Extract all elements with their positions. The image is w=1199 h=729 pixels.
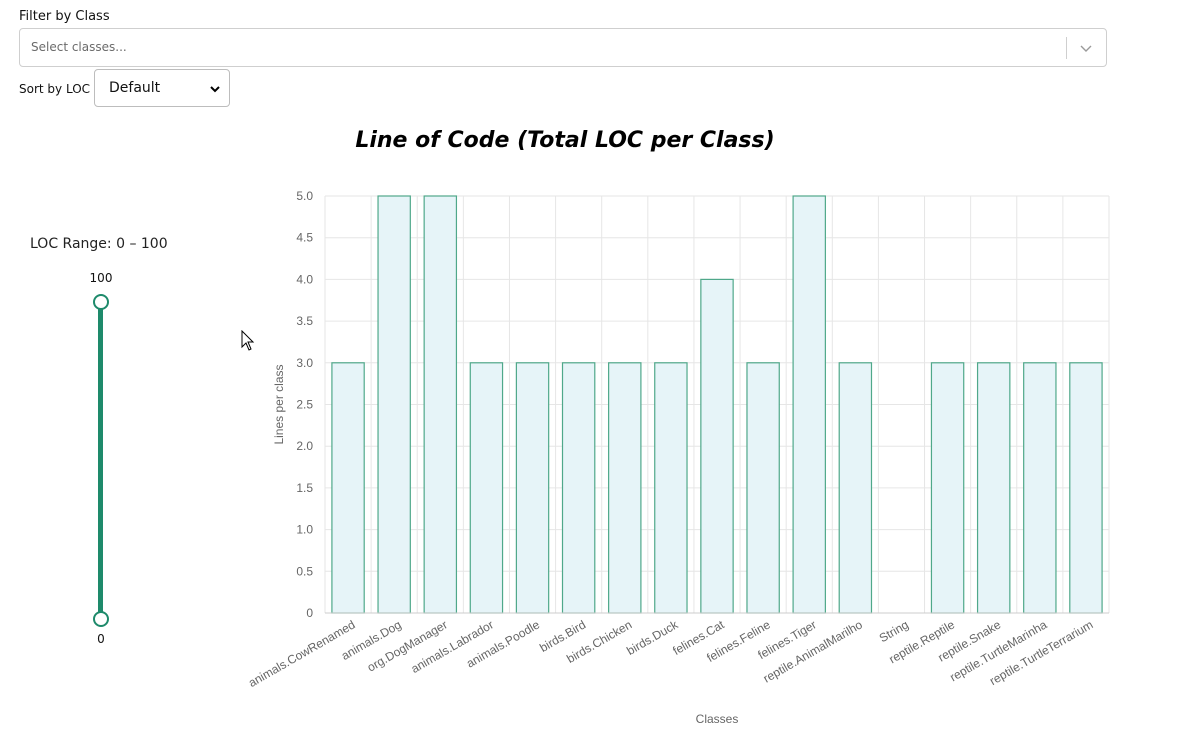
x-tick-label: org.DogManager [365, 617, 450, 674]
y-axis-title: Lines per class [272, 364, 286, 444]
select-separator [1066, 37, 1067, 59]
y-tick-label: 4.5 [296, 231, 313, 245]
y-tick-label: 4.0 [296, 272, 313, 286]
y-tick-label: 5.0 [296, 189, 313, 203]
sort-selected-value: Default [109, 80, 161, 96]
class-filter-placeholder: Select classes... [31, 40, 127, 54]
slider-max-label: 100 [89, 271, 113, 285]
bar [515, 362, 550, 614]
x-tick-label: String [877, 617, 911, 645]
y-tick-label: 2.5 [296, 398, 313, 412]
bar [838, 362, 873, 614]
bar [469, 362, 504, 614]
bar [1023, 362, 1057, 614]
bar [423, 195, 458, 614]
bar [331, 362, 365, 614]
sort-select[interactable]: Default [94, 69, 230, 107]
y-tick-label: 1.0 [296, 523, 313, 537]
x-tick-label: birds.Duck [624, 617, 681, 658]
y-tick-label: 0 [306, 606, 313, 620]
bar [561, 362, 596, 614]
slider-max-handle[interactable] [93, 294, 109, 310]
y-tick-label: 3.0 [296, 356, 313, 370]
mouse-pointer-icon [241, 330, 255, 351]
filter-label: Filter by Class [19, 9, 110, 24]
sort-label: Sort by LOC [19, 82, 91, 96]
loc-range-slider-track[interactable] [98, 301, 103, 618]
x-axis-title: Classes [696, 712, 739, 726]
slider-min-label: 0 [97, 632, 105, 646]
bar [792, 195, 826, 614]
class-filter-select[interactable]: Select classes... [19, 28, 1107, 67]
bar [746, 362, 780, 614]
y-tick-label: 3.5 [296, 314, 313, 328]
y-tick-label: 2.0 [296, 439, 313, 453]
chart-title: Line of Code (Total LOC per Class) [355, 128, 775, 153]
loc-range-label: LOC Range: 0 – 100 [30, 236, 168, 252]
bar [377, 195, 411, 614]
y-tick-label: 0.5 [296, 564, 313, 578]
bar [700, 278, 734, 614]
bar [608, 362, 642, 614]
slider-min-handle[interactable] [93, 611, 109, 627]
bar [930, 362, 965, 614]
y-tick-label: 1.5 [296, 481, 313, 495]
chevron-down-icon[interactable] [1079, 41, 1093, 55]
bar [976, 362, 1011, 614]
bar [654, 362, 688, 614]
chevron-down-icon [210, 86, 220, 93]
bar [1069, 362, 1103, 614]
